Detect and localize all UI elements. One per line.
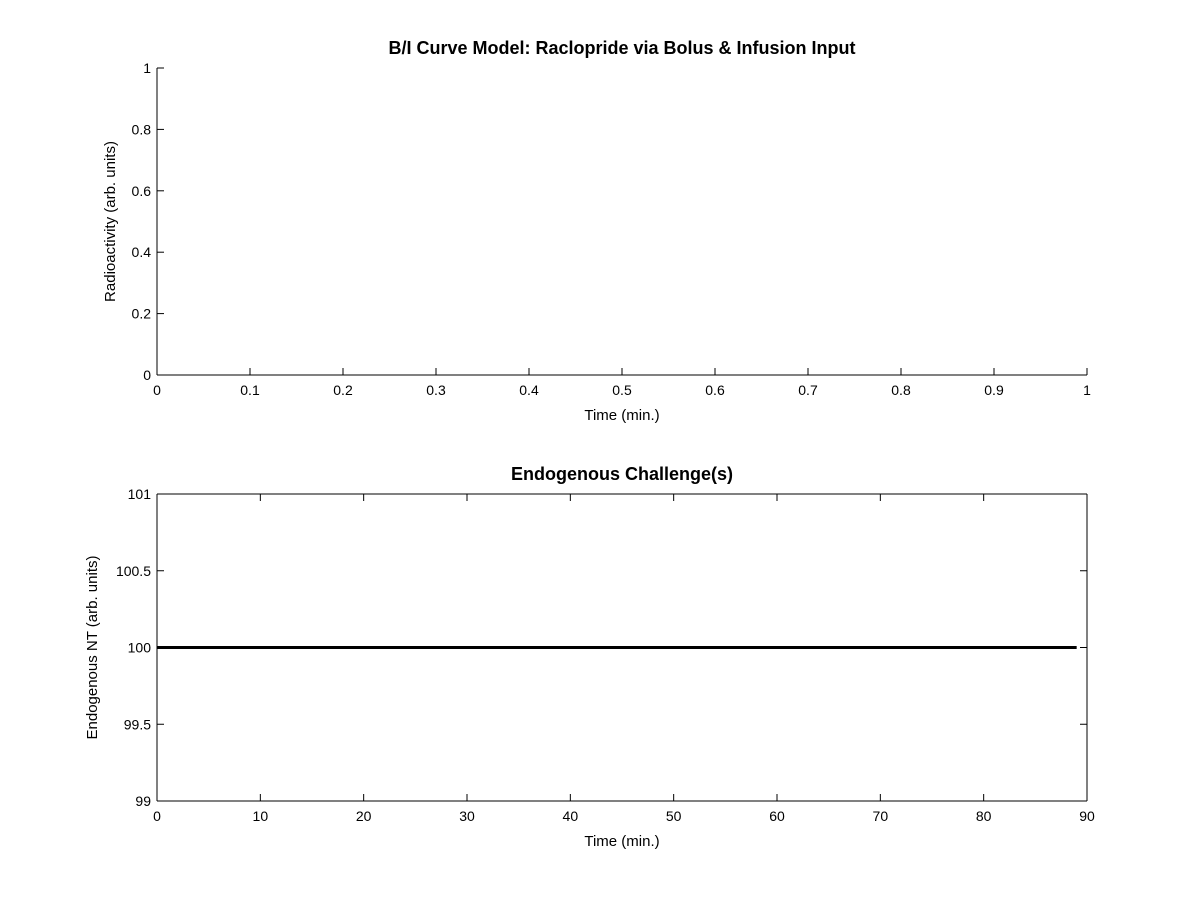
y-tick-label: 101 <box>128 486 152 502</box>
top-chart: 0 0.1 0.2 0.3 0.4 0.5 0.6 0.7 0.8 0.9 1 0 0.2 0.4 0.6 0… <box>102 38 1091 424</box>
bottom-chart: 0 10 20 30 40 50 60 70 80 90 99 99.5 100 100.5 101 Endo… <box>84 464 1095 850</box>
y-tick-label: 100.5 <box>116 563 151 579</box>
x-tick-label: 40 <box>563 808 579 824</box>
x-tick-label: 30 <box>459 808 475 824</box>
x-axis-label: Time (min.) <box>584 407 659 424</box>
y-tick-label: 100 <box>128 640 152 656</box>
x-tick-label: 1 <box>1083 382 1091 398</box>
x-tick-label: 0.5 <box>612 382 632 398</box>
x-tick-label: 0 <box>153 382 161 398</box>
x-tick-label: 0.7 <box>798 382 818 398</box>
chart-title: B/I Curve Model: Raclopride via Bolus & … <box>388 38 855 58</box>
x-tick-label: 20 <box>356 808 372 824</box>
x-tick-label: 90 <box>1079 808 1095 824</box>
x-tick-label: 0.2 <box>333 382 353 398</box>
x-tick-label: 50 <box>666 808 682 824</box>
y-axis-label: Radioactivity (arb. units) <box>102 141 119 302</box>
y-tick-label: 0.4 <box>132 244 152 260</box>
y-tick-label: 1 <box>143 60 151 76</box>
x-tick-label: 10 <box>253 808 269 824</box>
chart-title: Endogenous Challenge(s) <box>511 464 733 484</box>
x-tick-label: 0.4 <box>519 382 539 398</box>
x-tick-label: 0.9 <box>984 382 1004 398</box>
x-tick-label: 60 <box>769 808 785 824</box>
y-tick-label: 99.5 <box>124 716 151 732</box>
x-tick-label: 70 <box>873 808 889 824</box>
y-tick-label: 0.6 <box>132 183 152 199</box>
y-tick-label: 0.8 <box>132 121 152 137</box>
x-tick-label: 0 <box>153 808 161 824</box>
x-tick-label: 0.8 <box>891 382 911 398</box>
y-tick-label: 99 <box>135 793 151 809</box>
y-axis-label: Endogenous NT (arb. units) <box>84 556 101 740</box>
x-tick-label: 0.1 <box>240 382 260 398</box>
x-tick-label: 0.6 <box>705 382 725 398</box>
y-tick-label: 0 <box>143 367 151 383</box>
x-tick-label: 80 <box>976 808 992 824</box>
x-tick-label: 0.3 <box>426 382 446 398</box>
y-tick-label: 0.2 <box>132 306 152 322</box>
x-axis-label: Time (min.) <box>584 833 659 850</box>
